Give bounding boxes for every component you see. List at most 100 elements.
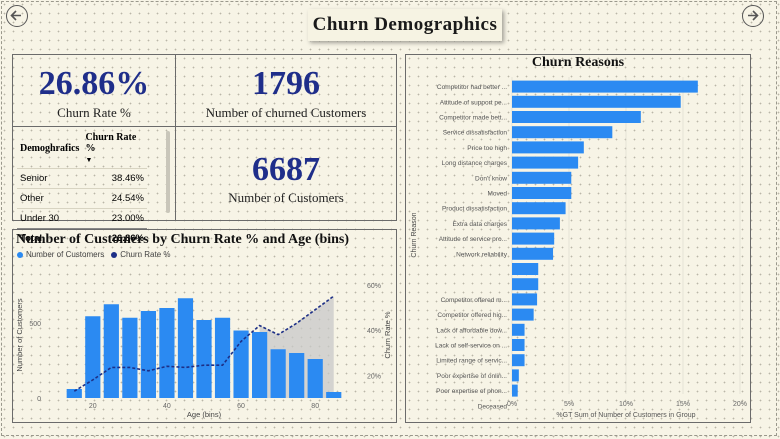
reason-bar: [512, 339, 525, 351]
table-scrollbar[interactable]: [166, 131, 170, 213]
x-axis-label: %GT Sum of Number of Customers in Group: [556, 412, 695, 419]
x-axis-label: Age (bins): [187, 410, 222, 419]
reason-bar: [512, 95, 681, 108]
reason-bar: [512, 384, 518, 397]
page-title: Churn Demographics: [308, 9, 502, 41]
table-row[interactable]: Senior 38.46%: [17, 168, 147, 189]
kpi-churn-rate-value: 26.86%: [38, 65, 150, 102]
category-label: Poor expertise of onlin...: [437, 373, 507, 380]
arrow-right-icon: [748, 10, 759, 21]
category-label: Limited range of servic...: [436, 358, 507, 365]
reason-bar: [512, 263, 539, 275]
kpi-churn-rate-label: Churn Rate %: [57, 105, 131, 120]
reason-bar: [512, 156, 579, 169]
age-bar: [159, 308, 175, 398]
reason-bar: [512, 323, 525, 336]
category-label: Network reliability: [456, 251, 508, 258]
y-tick-label: 0: [37, 396, 41, 403]
age-bar: [103, 304, 119, 398]
table-row[interactable]: Other 24.54%: [17, 188, 147, 209]
kpi-customers-value: 6687: [252, 151, 320, 188]
y2-tick-label: 40%: [367, 328, 381, 335]
y-axis-label: Churn Reason: [411, 212, 418, 257]
reason-bar: [512, 247, 554, 260]
category-label: Lack of self-service on ...: [435, 343, 507, 350]
x-tick-label: 0%: [507, 401, 517, 408]
reason-bar: [512, 187, 572, 199]
table-header-demographics[interactable]: Demoghrafics: [20, 143, 80, 154]
category-label: Deceased: [478, 403, 508, 410]
x-tick-label: 40: [163, 403, 171, 410]
age-chart-legend: Number of Customers Churn Rate %: [17, 250, 171, 259]
reason-bar: [512, 171, 572, 184]
total-value: 26.86%: [82, 228, 147, 248]
reason-bar: [512, 111, 641, 123]
age-bar: [307, 359, 323, 398]
table-row[interactable]: Under 30 23.00%: [17, 208, 147, 229]
y-axis-label: Number of Customers: [15, 298, 24, 372]
row-label: Senior: [17, 168, 83, 189]
reason-bar: [512, 354, 525, 367]
reasons-chart-svg: 0% 5% 10% 15% 20% Competitor had better ... At…: [411, 77, 747, 419]
kpi-customers-label: Number of Customers: [228, 190, 344, 205]
reason-bar: [512, 126, 613, 139]
category-label: Lack of affordable dow...: [437, 327, 508, 334]
reason-bar: [512, 141, 584, 154]
age-bar: [270, 349, 286, 398]
category-label: Service dissatisfaction: [443, 130, 508, 137]
age-bar: [177, 298, 194, 398]
age-bar: [233, 330, 249, 398]
y2-tick-label: 20%: [367, 373, 381, 380]
category-label: Extra data charges: [452, 221, 507, 228]
age-bar: [122, 317, 138, 398]
reason-bar: [512, 217, 560, 230]
age-bar: [196, 320, 212, 398]
category-label: Moved: [487, 191, 507, 198]
category-label: Product dissatisfaction: [442, 206, 507, 213]
kpi-churn-rate-card: 26.86% Churn Rate %: [12, 54, 176, 127]
age-chart-title: Number of Customers by Churn Rate % and …: [16, 232, 350, 247]
kpi-churned-label: Number of churned Customers: [205, 105, 367, 120]
table-header-churn-rate[interactable]: Churn Rate % ▼: [85, 132, 137, 164]
category-label: Poor expertise of phon...: [436, 388, 507, 395]
arrow-left-icon: [10, 10, 21, 21]
reason-bar: [512, 232, 555, 245]
legend-line-marker: [111, 251, 118, 258]
age-bar: [214, 317, 231, 398]
x-tick-label: 10%: [619, 401, 633, 408]
x-tick-label: 60: [237, 403, 245, 410]
kpi-customers-card: 6687 Number of Customers: [175, 126, 397, 221]
churn-reasons-card: Churn Reasons 0% 5% 10% 15% 20% Competitor ha…: [405, 54, 751, 423]
age-bar: [326, 392, 342, 398]
age-bar: [252, 332, 268, 398]
y2-axis-label: Churn Rate %: [383, 311, 392, 358]
sort-desc-icon[interactable]: ▼: [85, 156, 93, 164]
reason-bar: [512, 278, 539, 291]
total-label: Total: [17, 228, 83, 248]
age-chart-svg: 0 500 20% 40% 60% 20 40 60 80 Age (bins) Number of…: [15, 283, 392, 419]
legend-line-label: Churn Rate %: [120, 250, 171, 259]
row-label: Under 30: [17, 208, 83, 229]
age-chart-card: Number of Customers by Churn Rate % and …: [12, 229, 397, 423]
category-label: Price too high: [467, 145, 507, 152]
row-value: 38.46%: [82, 168, 147, 189]
category-label: Attitude of support pe...: [440, 99, 507, 106]
category-label: Competitor offered hig...: [437, 312, 507, 319]
forward-button[interactable]: [742, 5, 764, 27]
y2-tick-label: 60%: [367, 283, 381, 290]
reason-bar: [512, 308, 534, 321]
reason-bar: [512, 202, 566, 215]
age-bar: [66, 389, 82, 398]
reason-bar: [512, 80, 698, 93]
x-tick-label: 15%: [676, 401, 690, 408]
y-tick-label: 500: [29, 321, 41, 328]
back-button[interactable]: [6, 5, 28, 27]
category-label: Competitor had better ...: [437, 84, 507, 91]
age-bar: [289, 353, 305, 398]
category-label: Don't know: [475, 175, 507, 182]
category-label: Competitor made bett...: [439, 115, 507, 122]
category-label: Long distance charges: [442, 160, 508, 167]
row-value: 24.54%: [82, 188, 147, 209]
x-tick-label: 80: [311, 403, 319, 410]
